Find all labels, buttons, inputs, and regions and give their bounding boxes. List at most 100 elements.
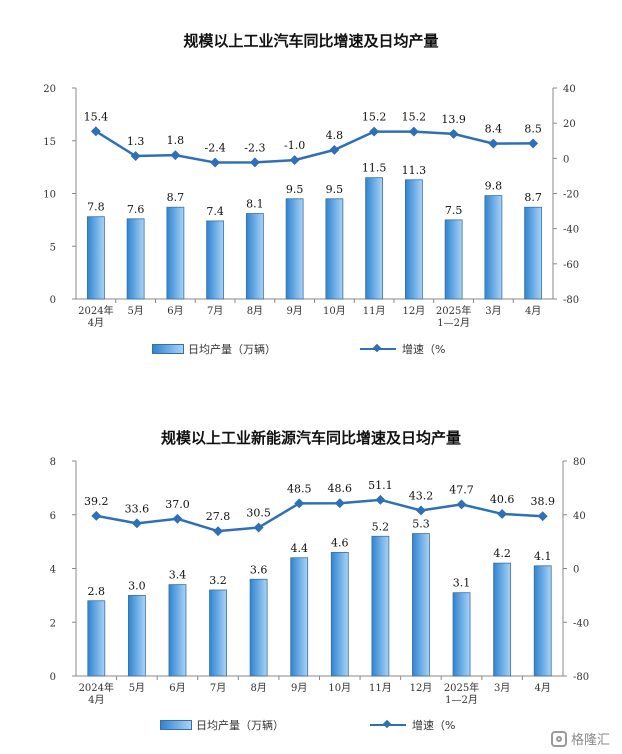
y-tick-left-label: 10 xyxy=(43,190,56,201)
bar xyxy=(206,220,225,300)
legend-line-swatch xyxy=(360,345,396,353)
legend-bar-label: 日均产量（万辆） xyxy=(196,719,284,732)
line-point xyxy=(488,138,499,149)
y-tick-right-label: -20 xyxy=(563,190,579,201)
legend-bar-label: 日均产量（万辆） xyxy=(188,343,276,356)
bar xyxy=(493,562,512,677)
x-tick-label: 5月 xyxy=(127,305,143,317)
x-tick-label: 3月 xyxy=(494,682,510,694)
line-point xyxy=(375,494,386,505)
line-data-label: 8.4 xyxy=(485,123,503,136)
line-data-label: 43.2 xyxy=(409,489,434,502)
x-tick-label: 4月 xyxy=(535,682,551,694)
chart-title: 规模以上工业新能源汽车同比增速及日均产量 xyxy=(160,429,461,447)
line-point xyxy=(130,151,141,161)
x-tick-label: 3月 xyxy=(485,305,501,317)
bar-data-label: 11.5 xyxy=(362,162,387,175)
y-tick-left-label: 2 xyxy=(50,618,56,629)
bar xyxy=(533,565,552,677)
line-data-label: 51.1 xyxy=(368,479,393,492)
y-tick-right-label: -80 xyxy=(563,295,579,306)
line-point xyxy=(90,126,101,137)
x-tick-label: 12月 xyxy=(403,305,426,317)
line-point xyxy=(456,499,467,510)
x-tick-label: 1—2月 xyxy=(445,694,478,706)
x-tick-label: 2024年 xyxy=(78,304,113,317)
line-data-label: -1.0 xyxy=(284,139,305,152)
watermark-text: 格隆汇 xyxy=(570,733,610,748)
x-tick-label: 7月 xyxy=(210,682,226,694)
x-tick-label: 2025年 xyxy=(444,681,479,694)
bar-data-label: 3.0 xyxy=(128,579,146,592)
x-tick-label: 12月 xyxy=(410,682,433,694)
y-tick-right-label: -40 xyxy=(563,225,579,236)
x-tick-label: 6月 xyxy=(169,682,185,694)
bar-data-label: 4.1 xyxy=(534,550,552,563)
line-data-label: 47.7 xyxy=(449,483,474,496)
x-tick-label: 2025年 xyxy=(436,304,471,317)
line-data-label: 1.8 xyxy=(167,134,185,147)
x-tick-label: 2024年 xyxy=(79,681,114,694)
y-tick-right-label: 40 xyxy=(563,84,576,95)
bar xyxy=(127,594,146,677)
line-point xyxy=(448,128,459,139)
y-tick-left-label: 0 xyxy=(50,672,56,683)
x-tick-label: 8月 xyxy=(247,305,263,317)
line-point xyxy=(170,150,181,161)
line-data-label: 4.8 xyxy=(326,129,344,142)
x-tick-label: 4月 xyxy=(88,694,104,706)
growth-line xyxy=(96,498,543,533)
y-tick-left-label: 5 xyxy=(50,242,56,253)
x-tick-label: 6月 xyxy=(167,305,183,317)
bar xyxy=(404,179,423,300)
y-tick-left-label: 15 xyxy=(43,137,56,148)
y-tick-right-label: 20 xyxy=(563,119,576,130)
bar xyxy=(285,198,304,300)
x-tick-label: 4月 xyxy=(88,317,104,329)
line-data-label: -2.3 xyxy=(244,141,265,154)
y-tick-right-label: -80 xyxy=(573,672,589,683)
line-point xyxy=(334,498,345,509)
bar-data-label: 3.6 xyxy=(250,563,268,576)
line-data-label: 1.3 xyxy=(127,135,145,148)
chart-nev-output: 规模以上工业新能源汽车同比增速及日均产量 0 2 4 6 8 -80 -40 0 40 80 202… xyxy=(0,377,622,754)
x-tick-label: 10月 xyxy=(323,305,346,317)
line-data-label: 15.2 xyxy=(402,111,427,124)
bar xyxy=(126,218,145,300)
bar-data-label: 8.7 xyxy=(167,191,185,204)
line-point xyxy=(497,508,508,519)
legend-bar-swatch xyxy=(152,344,184,354)
line-point xyxy=(249,157,260,168)
line-point xyxy=(528,138,539,149)
y-tick-left-label: 4 xyxy=(50,565,56,576)
line-data-label: 8.5 xyxy=(524,122,542,135)
legend-line-swatch xyxy=(370,721,406,729)
line-data-label: 15.4 xyxy=(84,110,109,123)
watermark: 格隆汇 xyxy=(550,729,610,748)
bar xyxy=(87,600,106,677)
y-tick-right-label: 0 xyxy=(573,565,579,576)
bar xyxy=(166,206,185,300)
legend-line-label: 增速（% xyxy=(412,719,456,732)
x-tick-label: 11月 xyxy=(369,682,392,694)
x-tick-label: 10月 xyxy=(328,682,351,694)
line-point xyxy=(537,511,548,522)
bar-data-label: 7.8 xyxy=(87,201,105,214)
line-point xyxy=(91,510,102,521)
bar xyxy=(290,557,309,677)
bar xyxy=(412,533,430,677)
bar-data-label: 7.6 xyxy=(127,203,145,216)
chart-auto-output: 规模以上工业汽车同比增速及日均产量 0 5 10 15 20 -80 -60 -40 -20 0 2… xyxy=(0,0,622,377)
legend-bar: 日均产量（万辆） xyxy=(160,717,284,733)
bar xyxy=(86,216,105,300)
bar-data-label: 4.2 xyxy=(493,547,511,560)
line-data-label: 40.6 xyxy=(490,493,515,506)
bar xyxy=(330,551,349,677)
bar-data-label: 8.7 xyxy=(524,191,542,204)
bar-data-label: 7.5 xyxy=(445,204,463,217)
bar-data-label: 11.3 xyxy=(402,164,427,177)
legend-bar-swatch xyxy=(160,720,192,730)
bar-data-label: 9.5 xyxy=(286,183,304,196)
line-point xyxy=(289,155,300,166)
